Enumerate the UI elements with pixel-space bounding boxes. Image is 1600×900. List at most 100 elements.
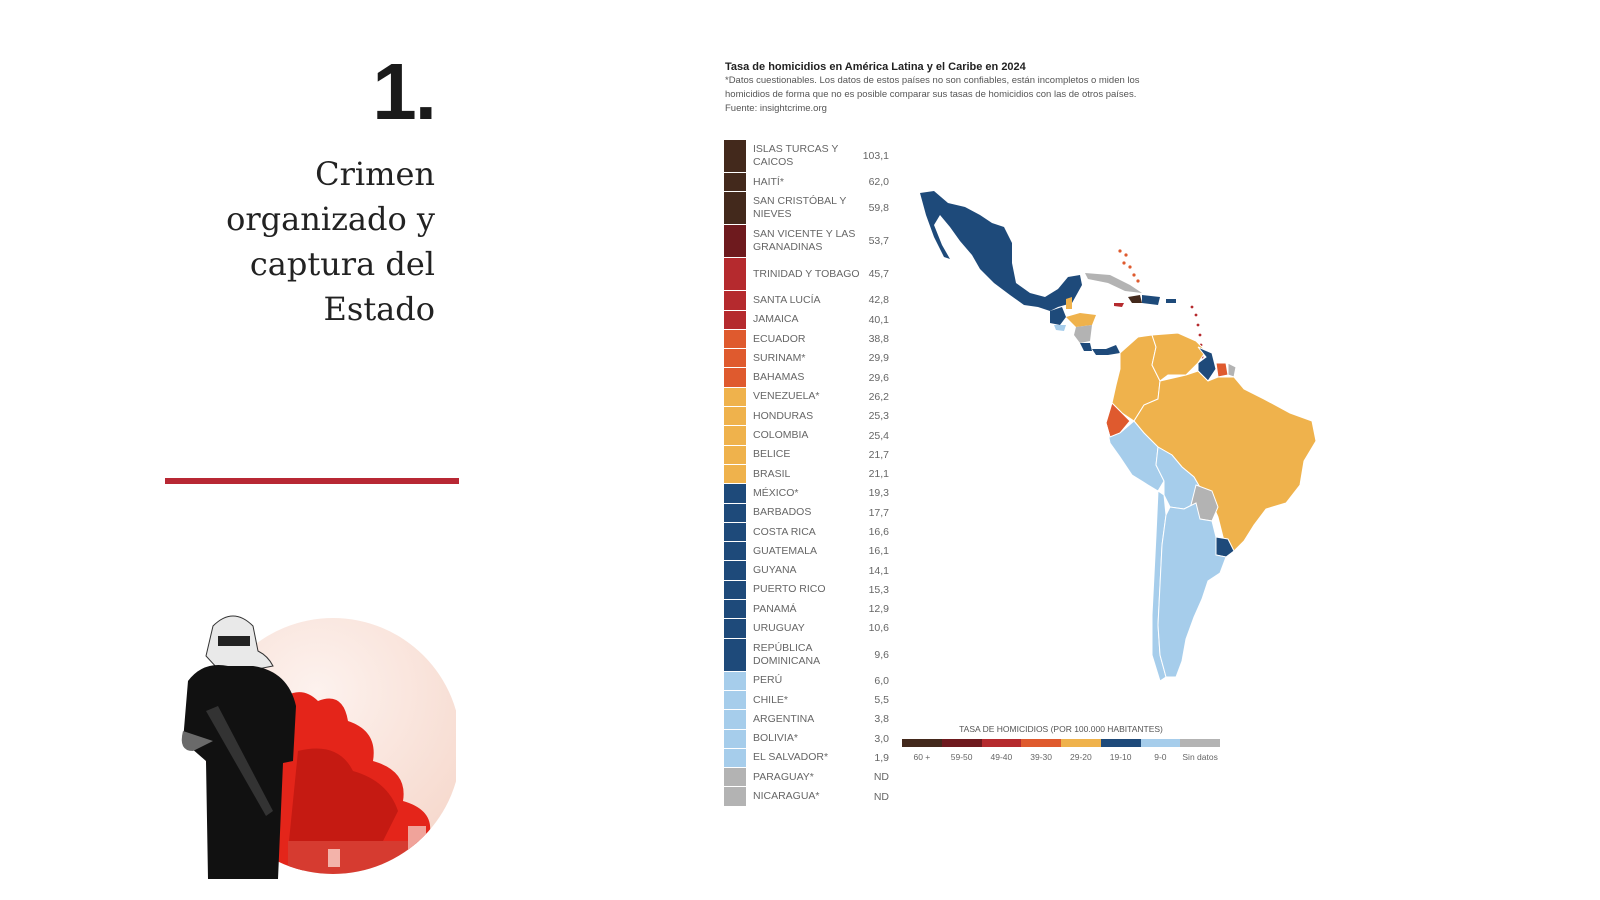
rate-value: 26,2 — [868, 390, 889, 403]
table-row: VENEZUELA* 26,2 — [724, 387, 889, 408]
country-label: MÉXICO* — [753, 486, 799, 499]
color-swatch — [724, 140, 746, 172]
rate-value: 25,3 — [868, 410, 889, 423]
table-row: REPÚBLICA DOMINICANA 9,6 — [724, 638, 889, 672]
homicide-rate-list: ISLAS TURCAS Y CAICOS 103,1 HAITÍ* 62,0 SAN … — [724, 140, 889, 807]
color-swatch — [724, 407, 746, 426]
legend-swatch — [1061, 739, 1101, 747]
country-label: PERÚ — [753, 674, 783, 687]
rate-value: 14,1 — [868, 564, 889, 577]
map-panama — [1092, 345, 1120, 355]
map-mexico — [920, 191, 1082, 311]
table-row: HONDURAS 25,3 — [724, 407, 889, 427]
table-row: COLOMBIA 25,4 — [724, 426, 889, 446]
country-label: URUGUAY — [753, 621, 805, 634]
color-swatch — [724, 291, 746, 310]
legend-label: 60 + — [913, 752, 931, 762]
chart-source: Fuente: insightcrime.org — [725, 103, 827, 114]
map-french-guiana — [1227, 362, 1237, 378]
country-label: ARGENTINA — [753, 712, 815, 725]
country-label: NICARAGUA* — [753, 790, 820, 803]
legend-label: 59-50 — [950, 752, 973, 762]
country-label: VENEZUELA* — [753, 390, 820, 403]
color-swatch — [724, 258, 746, 291]
rate-value: 3,0 — [874, 732, 889, 745]
map-haiti — [1128, 295, 1142, 303]
legend-swatch — [1180, 739, 1220, 747]
table-row: BAHAMAS 29,6 — [724, 368, 889, 388]
country-label: GUYANA — [753, 564, 797, 577]
color-swatch — [724, 225, 746, 258]
rate-value: 1,9 — [874, 751, 889, 764]
rate-value: 29,6 — [868, 371, 889, 384]
rate-value: 15,3 — [868, 583, 889, 596]
table-row: BARBADOS 17,7 — [724, 503, 889, 523]
color-swatch — [724, 173, 746, 192]
country-label: PANAMÁ — [753, 602, 797, 615]
color-swatch — [724, 349, 746, 368]
legend-color-bar — [902, 739, 1220, 747]
map-legend: TASA DE HOMICIDIOS (POR 100.000 HABITANT… — [902, 724, 1220, 762]
color-swatch — [724, 671, 746, 690]
color-swatch — [724, 561, 746, 580]
map-argentina — [1157, 502, 1227, 678]
color-swatch — [724, 638, 746, 671]
table-row: TRINIDAD Y TOBAGO 45,7 — [724, 258, 889, 292]
color-swatch — [724, 310, 746, 329]
country-label: BARBADOS — [753, 506, 812, 519]
rate-value: 21,1 — [868, 468, 889, 481]
table-row: SAN VICENTE Y LAS GRANADINAS 53,7 — [724, 225, 889, 259]
rate-value: 29,9 — [868, 352, 889, 365]
table-row: BELICE 21,7 — [724, 445, 889, 465]
table-row: SAN CRISTÓBAL Y NIEVES 59,8 — [724, 192, 889, 226]
chart-note: *Datos cuestionables. Los datos de estos… — [725, 75, 1140, 86]
chart-title: Tasa de homicidios en América Latina y e… — [725, 61, 1026, 73]
legend-swatch — [1021, 739, 1061, 747]
rate-value: 5,5 — [874, 694, 889, 707]
map-belize — [1066, 297, 1072, 309]
table-row: GUATEMALA 16,1 — [724, 542, 889, 562]
table-row: MÉXICO* 19,3 — [724, 484, 889, 504]
table-row: COSTA RICA 16,6 — [724, 522, 889, 543]
rate-value: 45,7 — [868, 268, 889, 281]
country-label: SAN VICENTE Y LAS GRANADINAS — [753, 228, 856, 254]
color-swatch — [724, 503, 746, 522]
rate-value: 6,0 — [874, 674, 889, 687]
table-row: PERÚ 6,0 — [724, 671, 889, 691]
section-title-line: organizado y — [226, 200, 435, 238]
map-jamaica — [1114, 303, 1124, 307]
country-label: COLOMBIA — [753, 429, 809, 442]
map-costa-rica — [1080, 343, 1092, 351]
country-label: BOLIVIA* — [753, 732, 798, 745]
table-row: NICARAGUA* ND — [724, 787, 889, 807]
rate-value: 12,9 — [868, 603, 889, 616]
photo-masked-gunman — [178, 611, 456, 879]
legend-swatch — [902, 739, 942, 747]
rate-value: 16,6 — [868, 526, 889, 538]
rate-value: ND — [873, 771, 889, 784]
map-dominican-republic — [1142, 295, 1160, 305]
table-row: HAITÍ* 62,0 — [724, 173, 889, 193]
table-row: SANTA LUCÍA 42,8 — [724, 291, 889, 311]
rate-value: 10,6 — [868, 622, 889, 635]
legend-title: TASA DE HOMICIDIOS (POR 100.000 HABITANT… — [959, 724, 1163, 734]
map-bahamas — [1118, 249, 1140, 283]
color-swatch — [724, 580, 746, 600]
country-label: GUATEMALA — [753, 544, 817, 557]
color-swatch — [724, 748, 746, 768]
table-row: EL SALVADOR* 1,9 — [724, 748, 889, 769]
section-title: Crimen organizado y captura del Estado — [175, 152, 435, 332]
rate-value: 38,8 — [868, 333, 889, 346]
color-swatch — [724, 387, 746, 407]
legend-labels: 60 + 59-50 49-40 39-30 29-20 19-10 9-0 Sin dato… — [902, 752, 1220, 762]
country-label: PARAGUAY* — [753, 770, 814, 783]
legend-swatch — [1140, 739, 1181, 747]
map-suriname — [1215, 362, 1229, 378]
rate-value: 21,7 — [868, 448, 889, 461]
legend-label: Sin datos — [1182, 752, 1218, 762]
chart-note: homicidios de forma que no es posible co… — [725, 89, 1137, 100]
color-swatch — [724, 710, 746, 729]
color-swatch — [724, 542, 746, 561]
rate-value: 3,8 — [874, 713, 889, 726]
rate-value: 16,1 — [868, 545, 889, 558]
